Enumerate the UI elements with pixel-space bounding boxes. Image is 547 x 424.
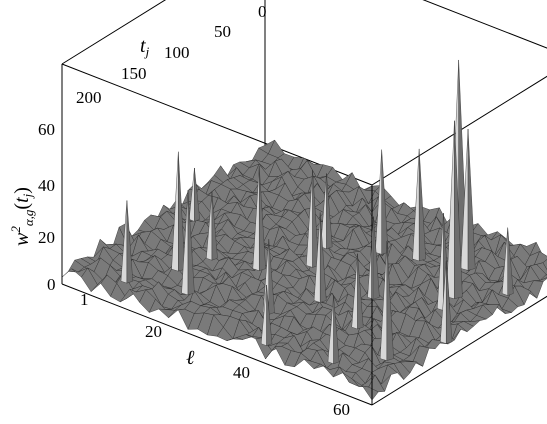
peak	[252, 165, 266, 271]
x-axis-ticks: 1 20 40 60	[80, 290, 350, 419]
x-tick-label: 1	[80, 290, 89, 309]
peak	[206, 192, 218, 261]
peak	[460, 129, 476, 271]
peak	[188, 167, 200, 222]
y-axis-ticks: 0 50 100 150 200	[76, 2, 267, 107]
x-axis-title: ℓ	[186, 347, 195, 369]
peak	[171, 151, 186, 272]
z-tick-label: 20	[38, 228, 55, 247]
peak-shaded-face	[326, 173, 333, 250]
peak-shaded-face	[467, 129, 476, 271]
peak-shaded-face	[194, 167, 200, 222]
peak-shaded-face	[319, 212, 327, 303]
peak	[440, 260, 453, 344]
y-axis-title: tj	[140, 35, 150, 59]
y-tick-label: 200	[76, 88, 102, 107]
surface-cell	[542, 259, 547, 271]
z-axis-ticks: 60 40 20 0	[38, 120, 56, 294]
z-tick-label: 40	[38, 176, 55, 195]
surface-peaks	[120, 59, 514, 365]
peak	[320, 173, 333, 250]
box-edge-bottom	[61, 283, 373, 406]
box-front-edges	[61, 64, 547, 406]
box-back-edges	[61, 0, 547, 186]
peak-shaded-face	[211, 192, 218, 261]
peak-shaded-face	[126, 200, 134, 284]
z-tick-label: 0	[47, 275, 56, 294]
z-tick-label: 60	[38, 120, 55, 139]
peak-shaded-face	[187, 190, 195, 296]
peak-shaded-face	[386, 241, 394, 361]
y-tick-label: 150	[121, 64, 147, 83]
peak-shaded-face	[418, 148, 426, 262]
peak	[327, 295, 340, 365]
surface-floor	[61, 139, 547, 401]
x-tick-label: 20	[145, 322, 162, 341]
peak-shaded-face	[333, 295, 340, 365]
box-edge-top	[422, 0, 547, 49]
peak-shaded-face	[373, 216, 380, 300]
peak	[120, 200, 134, 284]
peak	[446, 120, 463, 300]
peak-shaded-face	[268, 239, 275, 315]
y-tick-label: 100	[164, 43, 190, 62]
box-edge-top	[371, 75, 547, 186]
peak-shaded-face	[507, 227, 514, 296]
peak-shaded-face	[381, 149, 389, 255]
peak-shaded-face	[266, 285, 273, 346]
peak-shaded-face	[357, 253, 364, 330]
y-tick-label: 50	[214, 22, 231, 41]
peak	[412, 148, 426, 262]
peak-lit-face	[446, 120, 455, 300]
peak	[306, 170, 319, 268]
peak	[313, 212, 327, 303]
peak-shaded-face	[446, 260, 453, 344]
x-tick-label: 60	[333, 400, 350, 419]
peak-shaded-face	[178, 151, 186, 272]
y-tick-label: 0	[258, 2, 267, 21]
peak	[501, 227, 514, 296]
box-edge-top	[61, 0, 167, 65]
peak	[379, 241, 394, 361]
peak-shaded-face	[259, 165, 266, 271]
box-edge-bottom	[371, 295, 547, 406]
peak-shaded-face	[454, 120, 463, 300]
peak	[375, 149, 389, 255]
x-tick-label: 40	[233, 363, 250, 382]
peak	[260, 285, 273, 346]
peak-shaded-face	[312, 170, 319, 268]
peak	[181, 190, 195, 296]
z-axis-title: w2α,g(tj)	[8, 187, 36, 246]
peak-lit-face	[412, 148, 420, 262]
surface-cell	[539, 274, 547, 281]
peak	[351, 253, 364, 330]
